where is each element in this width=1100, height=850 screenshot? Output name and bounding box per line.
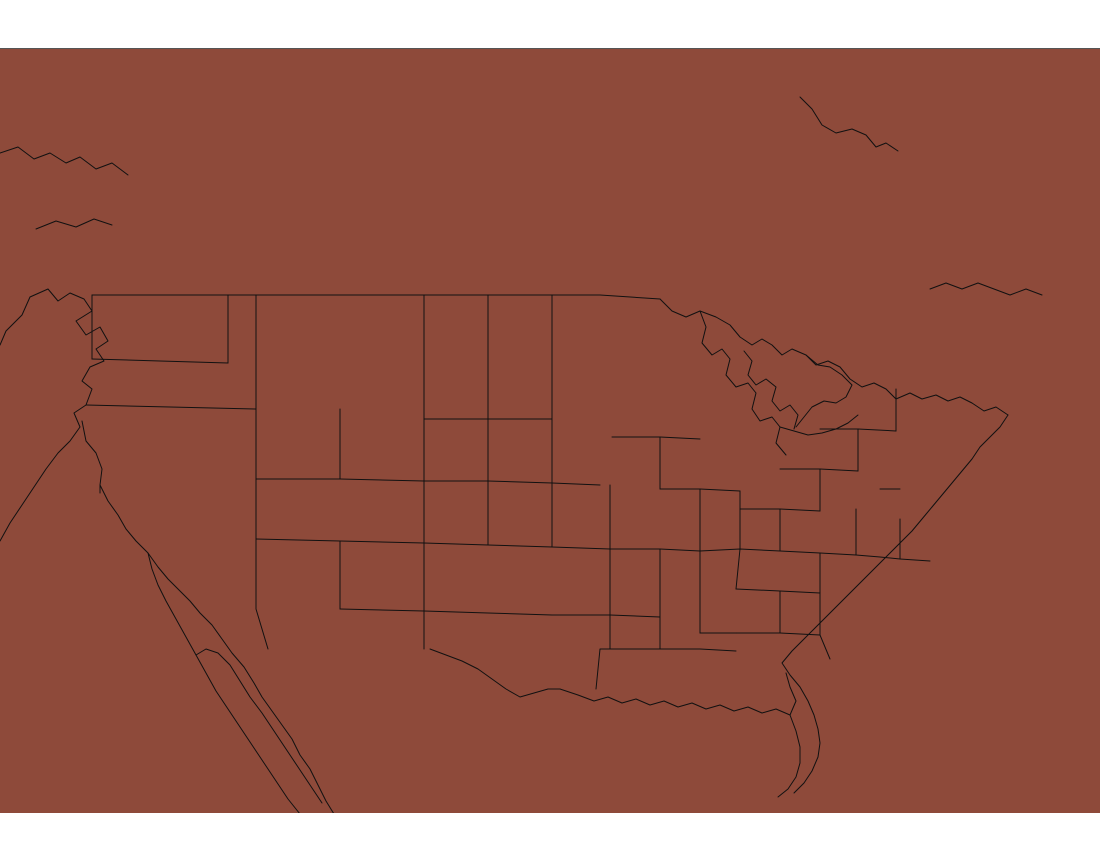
colorbar-tick-labels [0,813,1100,832]
political-borders [0,96,1043,814]
map-raster [0,49,1100,814]
colorbar-gradient [12,832,1088,848]
header [0,0,1100,48]
colorbar [0,813,1100,850]
temperature-map[interactable] [0,48,1100,814]
point-value-labels [0,49,1100,814]
